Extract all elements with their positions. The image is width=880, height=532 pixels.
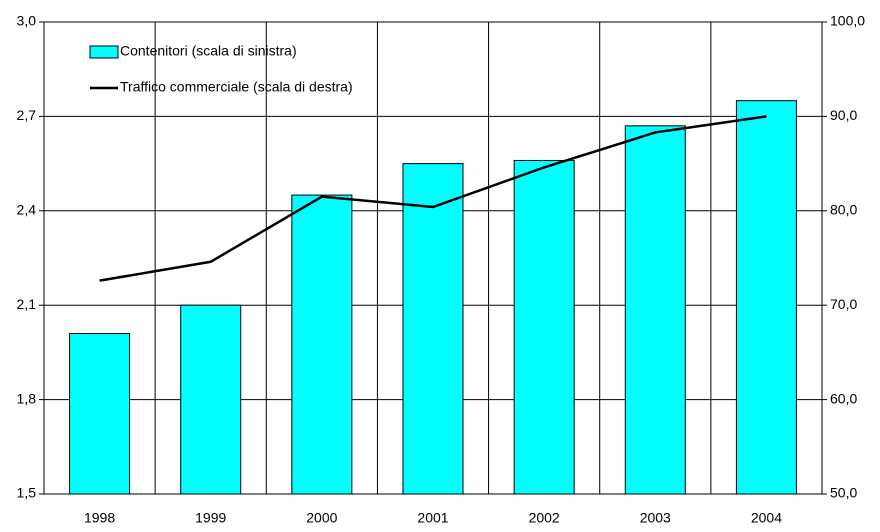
x-tick-label: 2001 bbox=[417, 510, 448, 526]
x-tick-label: 2002 bbox=[529, 510, 560, 526]
x-tick-label: 2000 bbox=[306, 510, 337, 526]
y-tick-label: 2,4 bbox=[17, 202, 37, 218]
y2-tick-label: 80,0 bbox=[830, 202, 857, 218]
x-tick-label: 2003 bbox=[640, 510, 671, 526]
y2-tick-label: 50,0 bbox=[830, 485, 857, 501]
bar bbox=[513, 159, 575, 495]
bar bbox=[735, 100, 797, 495]
y2-tick-label: 100,0 bbox=[830, 13, 865, 29]
y2-tick-label: 60,0 bbox=[830, 390, 857, 406]
y-tick-label: 2,1 bbox=[17, 296, 37, 312]
x-tick-label: 1999 bbox=[195, 510, 226, 526]
y-tick-label: 3,0 bbox=[17, 13, 37, 29]
legend-label: Contenitori (scala di sinistra) bbox=[120, 43, 297, 59]
legend-swatch bbox=[89, 45, 119, 59]
y-tick-label: 1,5 bbox=[17, 485, 37, 501]
y-tick-label: 2,7 bbox=[17, 107, 37, 123]
x-tick-label: 2004 bbox=[751, 510, 782, 526]
legend-label: Traffico commerciale (scala di destra) bbox=[120, 79, 353, 95]
bar bbox=[291, 194, 353, 495]
bar bbox=[180, 304, 242, 495]
line bbox=[99, 115, 767, 282]
bar bbox=[69, 333, 131, 495]
bar bbox=[624, 125, 686, 495]
y2-tick-label: 70,0 bbox=[830, 296, 857, 312]
bar bbox=[402, 163, 464, 495]
x-tick-label: 1998 bbox=[84, 510, 115, 526]
y-tick-label: 1,8 bbox=[17, 390, 37, 406]
y2-tick-label: 90,0 bbox=[830, 107, 857, 123]
